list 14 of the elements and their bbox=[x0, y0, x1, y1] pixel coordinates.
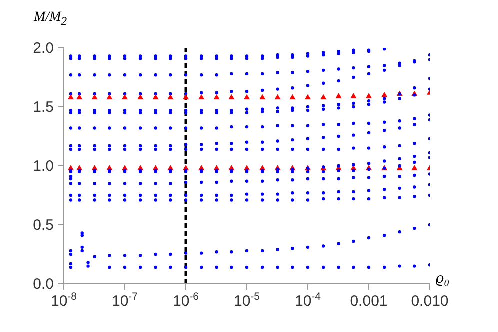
x-tick-label: 10$^{-6}$ bbox=[172, 291, 200, 310]
x-tick-label: 10$^{-4}$ bbox=[294, 291, 322, 310]
y-tick-label: 0.5 bbox=[33, 217, 54, 234]
y-axis-title: M/M$_{2}$ bbox=[34, 10, 68, 28]
y-tick-label: 1.5 bbox=[33, 99, 54, 116]
x-tick-label: 10$^{-7}$ bbox=[112, 291, 138, 310]
y-tick-label: 2.0 bbox=[33, 40, 54, 57]
y-tick-label: 0.0 bbox=[33, 276, 54, 293]
y-tick-label: 1.0 bbox=[33, 158, 54, 175]
x-axis-title: ϱ₀ bbox=[436, 270, 450, 288]
x-tick-label: 0.001 bbox=[350, 293, 388, 310]
x-tick-label: 0.010 bbox=[411, 293, 449, 310]
x-tick-label: 10$^{-8}$ bbox=[50, 291, 78, 310]
x-tick-label: 10$^{-5}$ bbox=[234, 291, 260, 310]
